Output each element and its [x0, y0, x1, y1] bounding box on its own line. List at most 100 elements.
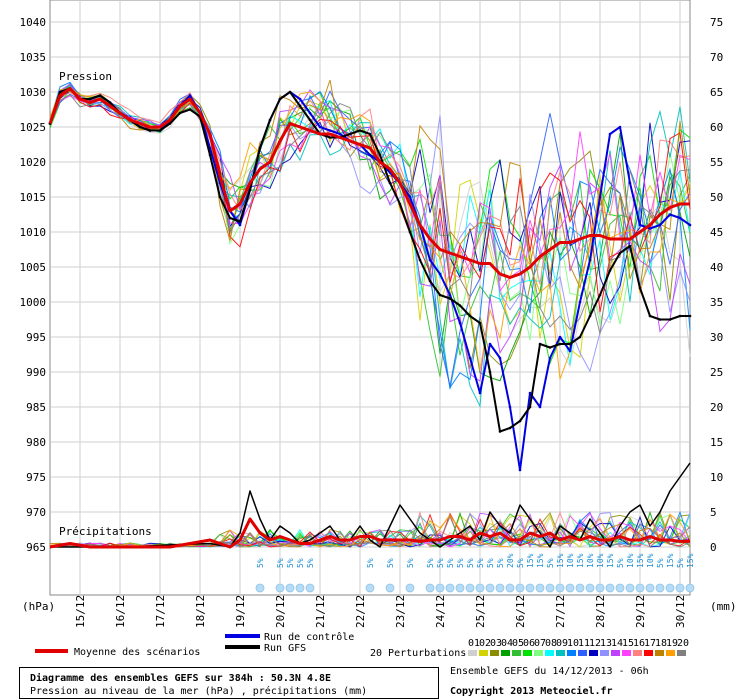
gfs-point [478, 321, 482, 325]
gfs-point [288, 90, 292, 94]
perturbation-legend-swatch [622, 650, 631, 656]
snow-prob-label: 15% [606, 553, 615, 568]
gfs-point [378, 153, 382, 157]
right-tick-label: 0 [710, 541, 717, 554]
x-tick-label: 20/12 [274, 595, 287, 628]
snowflake-icon [615, 583, 625, 593]
snow-prob-label: 5% [496, 558, 505, 568]
snowflake-icon [465, 583, 475, 593]
gfs-point [568, 342, 572, 346]
snow-prob-label: 5% [366, 558, 375, 568]
perturbation-legend-id: 14 [611, 638, 623, 649]
gfs-point [308, 118, 312, 122]
gfs-point [468, 314, 472, 318]
gfs-point [268, 118, 272, 122]
snow-prob-label: 5% [466, 558, 475, 568]
perturbation-legend-id: 17 [644, 638, 656, 649]
gfs-point [388, 181, 392, 185]
control-point [598, 195, 602, 199]
gfs-point [328, 136, 332, 139]
gfs-point [658, 318, 662, 321]
snow-prob-label: 15% [536, 553, 545, 568]
right-tick-label: 65 [710, 86, 723, 99]
perturbation-legend-swatch [523, 650, 532, 656]
perturbation-legend-id: 11 [578, 638, 590, 649]
control-point [498, 356, 502, 360]
chart-title: Diagramme des ensembles GEFS sur 384h : … [30, 672, 331, 684]
right-tick-label: 50 [710, 191, 723, 204]
control-point [328, 129, 332, 132]
snowflake-icon [605, 583, 615, 593]
x-tick-label: 22/12 [354, 595, 367, 628]
perturbation-legend-swatch [567, 650, 576, 656]
left-tick-label: 1025 [20, 121, 47, 134]
grid [49, 0, 691, 596]
gfs-point [688, 314, 692, 318]
gfs-point [148, 129, 152, 132]
control-point [668, 213, 672, 216]
snow-prob-label: 5% [476, 558, 485, 568]
perturbation-legend-id: 18 [655, 638, 667, 649]
gfs-point [548, 346, 552, 349]
snowflake-icon [365, 583, 375, 593]
snowflake-icon [525, 583, 535, 593]
perturbation-legend-id: 15 [622, 638, 634, 649]
gfs-point [448, 297, 452, 300]
snow-prob-label: 10% [646, 553, 655, 568]
left-tick-label: 975 [26, 471, 46, 484]
control-point [338, 132, 342, 136]
right-tick-label: 35 [710, 296, 723, 309]
snow-prob-label: 5% [616, 558, 625, 568]
left-tick-label: 985 [26, 401, 46, 414]
right-tick-label: 25 [710, 366, 723, 379]
x-tick-label: 26/12 [514, 595, 527, 628]
perturbation-line [49, 83, 691, 382]
perturbation-legend-swatch [479, 650, 488, 656]
gfs-point [528, 405, 532, 409]
control-point [318, 125, 322, 129]
perturbation-legend-swatch [666, 650, 675, 656]
snowflake-icon [285, 583, 295, 593]
snowflake-icon [545, 583, 555, 593]
control-point [688, 223, 692, 227]
gfs-point [98, 94, 102, 97]
snow-prob-label: 5% [286, 558, 295, 568]
snowflake-icon [495, 583, 505, 593]
perturbation-legend-swatch [655, 650, 664, 656]
x-tick-label: 29/12 [634, 595, 647, 628]
perturbation-legend-swatch [600, 650, 609, 656]
gfs-point [58, 90, 62, 94]
snowflake-icon [635, 583, 645, 593]
snow-prob-label: 5% [276, 558, 285, 568]
snow-prob-label: 5% [386, 558, 395, 568]
gfs-point [218, 195, 222, 199]
left-tick-label: 1000 [20, 296, 47, 309]
gfs-point [638, 286, 642, 290]
perturbation-legend-swatch [490, 650, 499, 656]
snowflake-icon [405, 583, 415, 593]
gfs-point [648, 314, 652, 318]
gfs-point [558, 342, 562, 346]
gfs-point [418, 258, 422, 262]
x-tick-label: 30/12 [674, 595, 687, 628]
left-tick-label: 1030 [20, 86, 47, 99]
right-tick-label: 70 [710, 51, 723, 64]
perturbation-legend-swatch [501, 650, 510, 656]
snowflake-icon [425, 583, 435, 593]
right-tick-label: 5 [710, 506, 717, 519]
snowflake-icon [305, 583, 315, 593]
perturbation-legend-id: 13 [600, 638, 612, 649]
snowflake-icon [295, 583, 305, 593]
perturbation-legend-swatch [633, 650, 642, 656]
snow-prob-label: 5% [676, 558, 685, 568]
gfs-point [628, 244, 632, 248]
chart-subtitle: Pression au niveau de la mer (hPa) , pré… [30, 685, 367, 697]
snow-prob-label: 5% [426, 558, 435, 568]
left-tick-label: 965 [26, 541, 46, 554]
x-tick-label: 19/12 [234, 595, 247, 628]
perturbation-legend-swatch [589, 650, 598, 656]
snow-prob-label: 15% [636, 553, 645, 568]
perturbation-legend-id: 19 [666, 638, 678, 649]
x-tick-label: 24/12 [434, 595, 447, 628]
